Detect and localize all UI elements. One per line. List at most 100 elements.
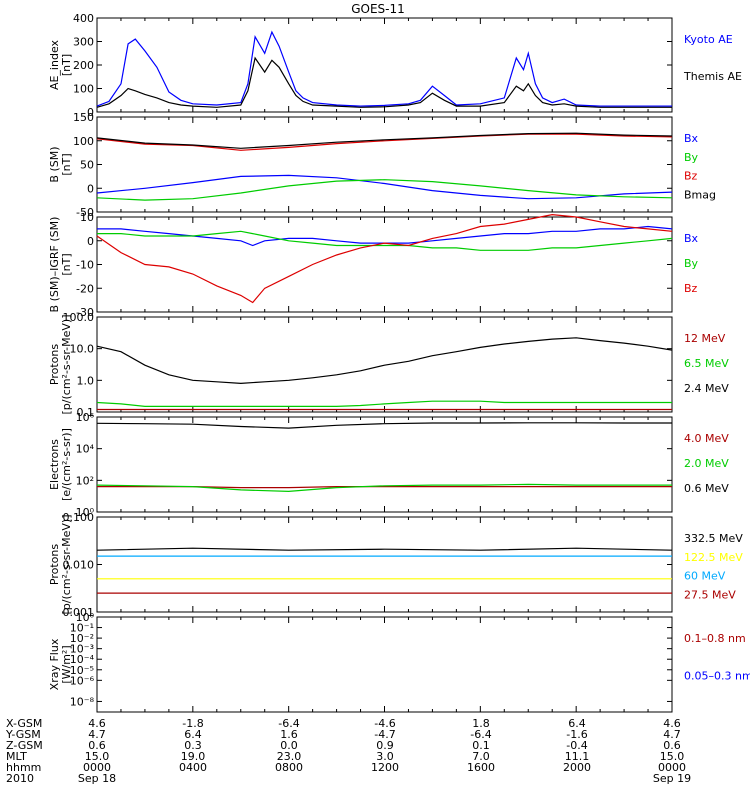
year-label: 2010 bbox=[6, 772, 34, 785]
ephemeris-value: 3.0 bbox=[376, 750, 394, 763]
ephemeris-label: MLT bbox=[6, 750, 27, 763]
ephemeris-value: 15.0 bbox=[85, 750, 110, 763]
y-tick-label: 10⁻⁴ bbox=[70, 653, 95, 666]
legend-entry: 60 MeV bbox=[684, 570, 726, 583]
panel-frame bbox=[96, 616, 673, 713]
legend-entry: Bmag bbox=[684, 188, 716, 201]
y-tick-label: 50 bbox=[80, 159, 94, 172]
y-tick-label: -20 bbox=[76, 282, 94, 295]
ephemeris-value: 4.7 bbox=[88, 728, 106, 741]
series-line-4 bbox=[96, 132, 673, 149]
y-tick-label: 0.100 bbox=[63, 511, 95, 524]
y-tick-label: 10⁰ bbox=[76, 506, 95, 519]
ephemeris-value: 19.0 bbox=[181, 750, 206, 763]
ephemeris-value: 0.1 bbox=[472, 739, 490, 752]
ephemeris-value: -6.4 bbox=[278, 717, 299, 730]
y-axis-label: [p/(cm²-s-sr-MeV)] bbox=[60, 515, 73, 615]
legend-entry: 2.0 MeV bbox=[684, 457, 729, 470]
series-line-2 bbox=[97, 230, 673, 251]
y-axis-label: [p/(cm²-s-sr-MeV)] bbox=[60, 315, 73, 415]
y-tick-label: 10⁻⁵ bbox=[70, 664, 94, 677]
y-tick-label: 10⁻⁸ bbox=[70, 695, 95, 708]
ephemeris-value: -1.8 bbox=[182, 717, 203, 730]
start-date: Sep 18 bbox=[78, 772, 116, 785]
legend-entry: 12 MeV bbox=[684, 332, 726, 345]
legend-entry: 0.1–0.8 nm bbox=[684, 632, 746, 645]
series-line-3 bbox=[96, 422, 672, 429]
ephemeris-label: Y-GSM bbox=[5, 728, 41, 741]
panel-frame bbox=[96, 216, 673, 313]
y-tick-label: 100.0 bbox=[63, 311, 95, 324]
series-line-1 bbox=[96, 547, 673, 551]
panel-1: 0 100 200 300 400 AE_index [nT] Kyoto AE Themis … bbox=[48, 12, 742, 119]
panel-frame bbox=[96, 316, 673, 413]
ephemeris-value: 6.4 bbox=[568, 717, 586, 730]
legend-entry: 0.05–0.3 nm bbox=[684, 670, 750, 683]
series-line-2 bbox=[96, 179, 673, 201]
y-axis-label: AE_index bbox=[48, 39, 61, 90]
y-tick-label: 0.001 bbox=[63, 606, 95, 619]
y-tick-label: 150 bbox=[73, 111, 94, 124]
y-axis-label: Electrons bbox=[48, 439, 61, 490]
ephemeris-value: 0400 bbox=[179, 761, 207, 774]
y-axis-label: B (SM)–IGRF (SM) bbox=[48, 217, 61, 313]
ephemeris-value: -6.4 bbox=[470, 728, 491, 741]
y-axis-label: Protons bbox=[48, 544, 61, 585]
y-tick-label: 0 bbox=[87, 106, 94, 119]
ephemeris-value: -1.6 bbox=[566, 728, 587, 741]
y-tick-label: 10⁻¹ bbox=[70, 622, 94, 635]
series-line-1 bbox=[96, 174, 673, 200]
series-line-2 bbox=[96, 400, 672, 407]
ephemeris-value: 0.6 bbox=[663, 739, 681, 752]
y-tick-label: 0 bbox=[87, 182, 94, 195]
ephemeris-value: 1.8 bbox=[472, 717, 490, 730]
ephemeris-value: 0000 bbox=[83, 761, 111, 774]
ephemeris-value: -0.4 bbox=[566, 739, 587, 752]
y-tick-label: -30 bbox=[76, 306, 94, 319]
panel-5: 10⁰ 10² 10⁴ 10⁶ Electrons [e/(cm²-s-sr)] 4.0 M… bbox=[48, 411, 729, 519]
y-tick-label: 0 bbox=[87, 235, 94, 248]
ephemeris-value: 15.0 bbox=[660, 750, 685, 763]
plot-title: GOES-11 bbox=[351, 2, 405, 16]
y-tick-label: 400 bbox=[73, 12, 94, 25]
legend-entry: 6.5 MeV bbox=[684, 357, 729, 370]
legend-entry: Bx bbox=[684, 132, 699, 145]
y-tick-label: 0.1 bbox=[77, 406, 95, 419]
y-axis-label: [nT] bbox=[60, 54, 73, 76]
y-tick-label: 10⁻³ bbox=[70, 643, 94, 656]
y-tick-label: 10.0 bbox=[70, 343, 95, 356]
y-axis-label: [e/(cm²-s-sr)] bbox=[60, 428, 73, 501]
legend-entry: Bz bbox=[684, 282, 698, 295]
series-line-2 bbox=[96, 56, 672, 108]
end-date: Sep 19 bbox=[653, 772, 691, 785]
ephemeris-value: 6.4 bbox=[184, 728, 202, 741]
ephemeris-value: 0800 bbox=[275, 761, 303, 774]
panel-3: -30 -20 -10 0 10 B (SM)–IGRF (SM) [nT] Bx By Bz bbox=[48, 211, 699, 319]
legend-entry: 122.5 MeV bbox=[684, 551, 743, 564]
y-tick-label: 300 bbox=[73, 36, 94, 49]
panel-6: 0.001 0.010 0.100 Protons [p/(cm²-s-sr-MeV)]… bbox=[48, 511, 743, 619]
legend-entry: Bz bbox=[684, 170, 698, 183]
y-tick-label: 1.0 bbox=[77, 374, 95, 387]
series-line-1 bbox=[96, 30, 672, 107]
ephemeris-label: hhmm bbox=[6, 761, 41, 774]
ephemeris-value: 4.6 bbox=[663, 717, 681, 730]
y-axis-label: [W/m²] bbox=[60, 645, 73, 683]
legend-entry: 332.5 MeV bbox=[684, 532, 743, 545]
ephemeris-value: 4.7 bbox=[663, 728, 681, 741]
footer-ephemeris: X-GSM 4.6 -1.8 -6.4 -4.6 1.8 6.4 4.6 Y-GSM 4.7 6.4… bbox=[5, 717, 691, 785]
series-line-3 bbox=[96, 213, 673, 304]
y-tick-label: 100 bbox=[73, 83, 94, 96]
y-tick-label: 200 bbox=[73, 59, 94, 72]
legend-entry: By bbox=[684, 257, 699, 270]
ephemeris-value: 7.0 bbox=[472, 750, 490, 763]
ephemeris-value: -4.6 bbox=[374, 717, 395, 730]
legend-entry: 4.0 MeV bbox=[684, 432, 729, 445]
legend-entry: 0.6 MeV bbox=[684, 482, 729, 495]
legend-entry: Themis AE bbox=[683, 70, 742, 83]
ephemeris-value: 0.3 bbox=[184, 739, 202, 752]
ephemeris-value: 0000 bbox=[658, 761, 686, 774]
